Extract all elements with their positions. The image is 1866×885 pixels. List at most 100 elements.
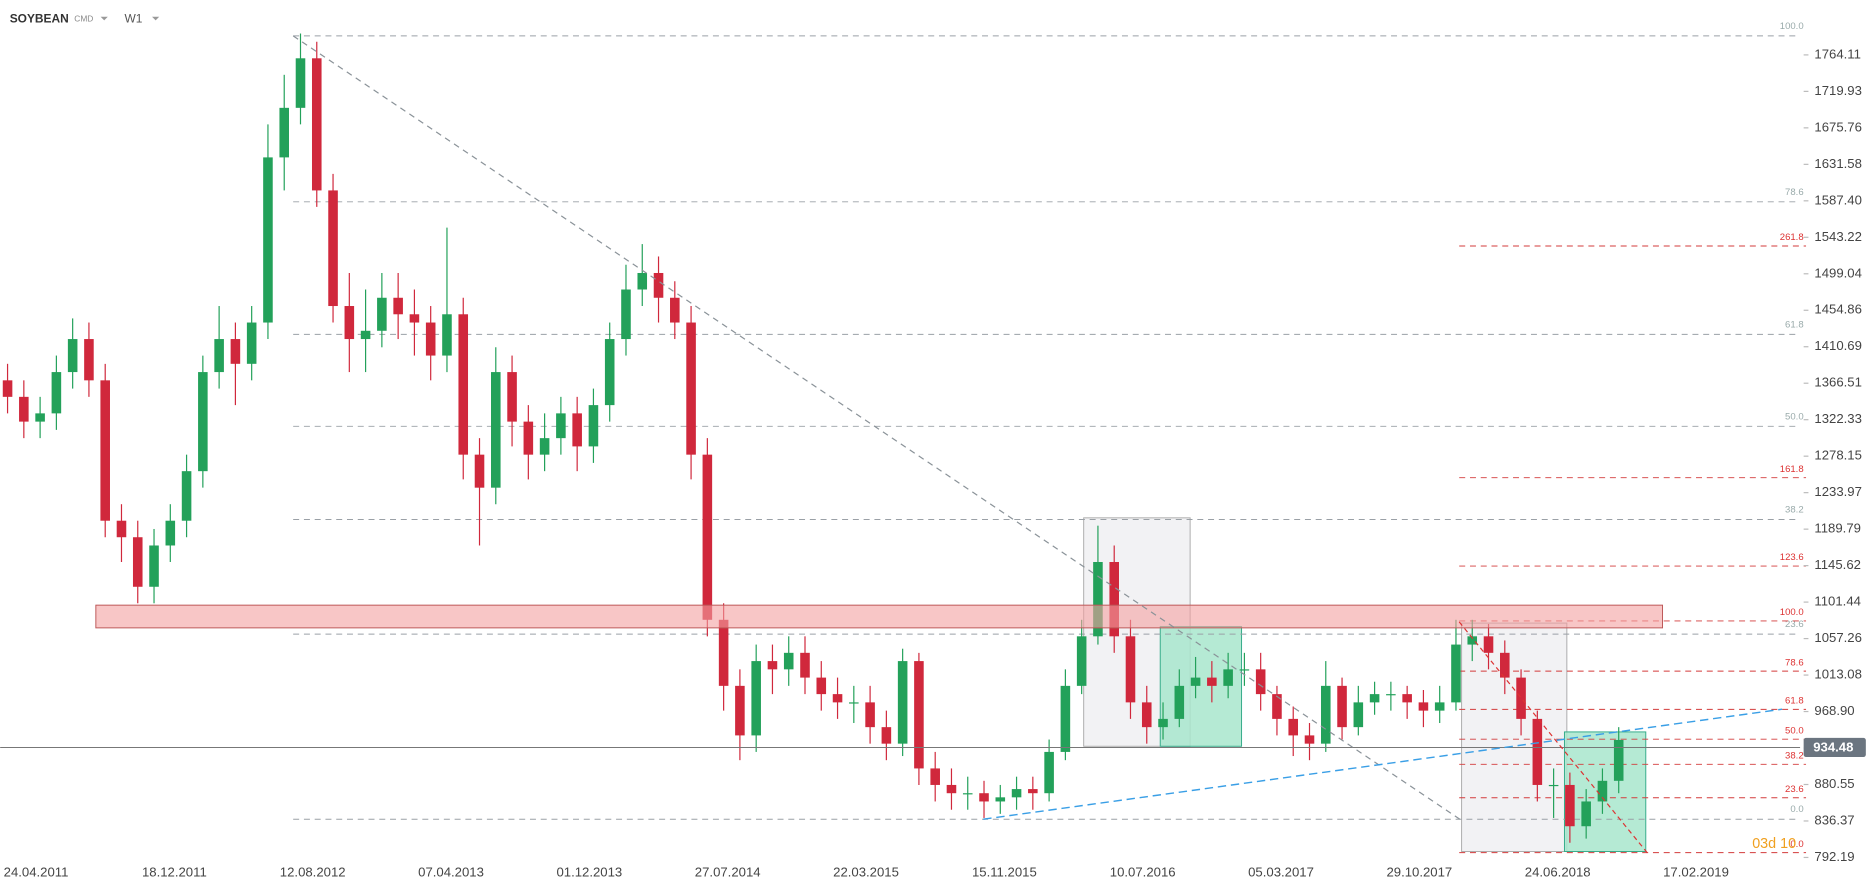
y-tick-label: 1189.79 (1814, 521, 1861, 536)
fib-extension-label: 50.0 (1785, 725, 1804, 736)
resistance-zone[interactable] (95, 604, 1664, 629)
candle-body (1516, 677, 1526, 719)
candle-body (116, 520, 127, 538)
candle-body (1581, 801, 1591, 827)
x-tick-label: 01.12.2013 (556, 865, 622, 880)
target-box[interactable] (1159, 626, 1243, 747)
candle-body (1125, 636, 1136, 703)
candle-body (735, 685, 745, 736)
candle-body (1434, 702, 1445, 711)
candle-body (865, 702, 875, 728)
candle-body (1548, 784, 1559, 787)
y-tick-label: 880.55 (1814, 776, 1854, 791)
candle-body (897, 661, 908, 744)
fib-label: 0.0 (1790, 804, 1803, 815)
trend-line[interactable] (983, 708, 1783, 820)
candle-body (718, 619, 729, 686)
fib-extension-label: 23.6 (1785, 784, 1804, 795)
fib-label: 50.0 (1785, 411, 1804, 422)
x-tick-label: 24.04.2011 (4, 865, 69, 880)
trend-line[interactable] (292, 35, 1462, 821)
candle-body (1109, 561, 1119, 637)
dropdown-caret[interactable] (100, 16, 108, 21)
y-tick-label: 968.90 (1814, 703, 1854, 718)
candle-body (849, 702, 859, 704)
candle-body (295, 58, 306, 108)
market[interactable]: CMD (74, 13, 93, 23)
candle-body (800, 652, 810, 678)
candle-body (1451, 644, 1461, 703)
candle-body (409, 314, 420, 323)
fib-extension-label: 0.0 (1790, 839, 1803, 850)
candle-body (35, 413, 45, 422)
candle-body (1483, 636, 1494, 653)
candle-body (930, 768, 940, 785)
candle-body (832, 694, 843, 703)
candle-body (1076, 636, 1087, 686)
y-tick-label: 1145.62 (1814, 557, 1861, 572)
candle-body (1190, 677, 1201, 686)
candle-body (1304, 735, 1315, 744)
fib-label: 78.6 (1785, 187, 1804, 198)
y-tick-label: 1057.26 (1814, 630, 1862, 645)
candle-body (572, 413, 582, 447)
x-tick-label: 10.07.2016 (1110, 865, 1176, 880)
y-tick-label: 1322.33 (1814, 411, 1862, 426)
candle-body (767, 661, 778, 670)
symbol[interactable]: SOYBEAN (10, 11, 69, 25)
y-tick-label: 792.19 (1814, 849, 1854, 864)
candle-body (1418, 702, 1429, 711)
y-tick-label: 1719.93 (1814, 83, 1862, 98)
x-tick-label: 18.12.2011 (142, 865, 207, 880)
candle-body (979, 793, 989, 802)
candle-body (1597, 780, 1608, 802)
candle-body (360, 330, 371, 340)
candle-body (914, 661, 924, 769)
y-tick-label: 1410.69 (1814, 338, 1862, 353)
candle-body (670, 297, 680, 323)
fib-levels: 100.0 78.6 61.8 50.0 38.2 23.6 0.0 261.8 161.8 12… (293, 21, 1807, 854)
candle-body (1288, 718, 1299, 736)
candle-body (507, 372, 517, 422)
fib-extension-label: 100.0 (1780, 607, 1804, 618)
candle-body (474, 454, 485, 488)
interval[interactable]: W1 (125, 11, 143, 25)
candle-body (962, 793, 973, 795)
candle-body (1223, 669, 1233, 686)
price-label: 934.48 (1813, 740, 1853, 755)
candle-body (425, 322, 436, 356)
y-tick-label: 1499.04 (1814, 265, 1862, 280)
fib-extension-label: 61.8 (1785, 696, 1804, 707)
x-tick-label: 15.11.2015 (972, 865, 1037, 880)
y-tick-label: 1454.86 (1814, 302, 1862, 317)
candle-body (523, 421, 534, 455)
range-box[interactable] (1461, 622, 1568, 852)
candle-body (1174, 685, 1185, 719)
y-tick-label: 1675.76 (1814, 119, 1862, 134)
y-tick-label: 1013.08 (1814, 667, 1862, 682)
fib-label: 23.6 (1785, 619, 1804, 630)
candle-body (1060, 685, 1071, 752)
candle-body (637, 272, 648, 290)
candle-body (181, 471, 192, 521)
candle-body (539, 438, 550, 455)
candle-body (1565, 784, 1575, 827)
candle-body (214, 339, 224, 373)
fib-label: 61.8 (1785, 319, 1804, 330)
candle-body (344, 306, 355, 340)
dropdown-caret[interactable] (152, 16, 160, 21)
y-tick-label: 1366.51 (1814, 375, 1862, 390)
x-tick-label: 17.02.2019 (1663, 865, 1729, 880)
candle-body (1028, 789, 1038, 794)
candle-body (51, 372, 62, 414)
fib-extension-label: 261.8 (1780, 232, 1804, 243)
candle-body (246, 322, 257, 364)
candle-body (132, 537, 143, 587)
price-label-bg (1803, 737, 1866, 758)
candle-body (1255, 669, 1266, 695)
candle-body (67, 339, 78, 373)
candle-body (1272, 694, 1282, 719)
candle-body (1532, 718, 1543, 785)
fib-extension-label: 161.8 (1780, 464, 1804, 475)
